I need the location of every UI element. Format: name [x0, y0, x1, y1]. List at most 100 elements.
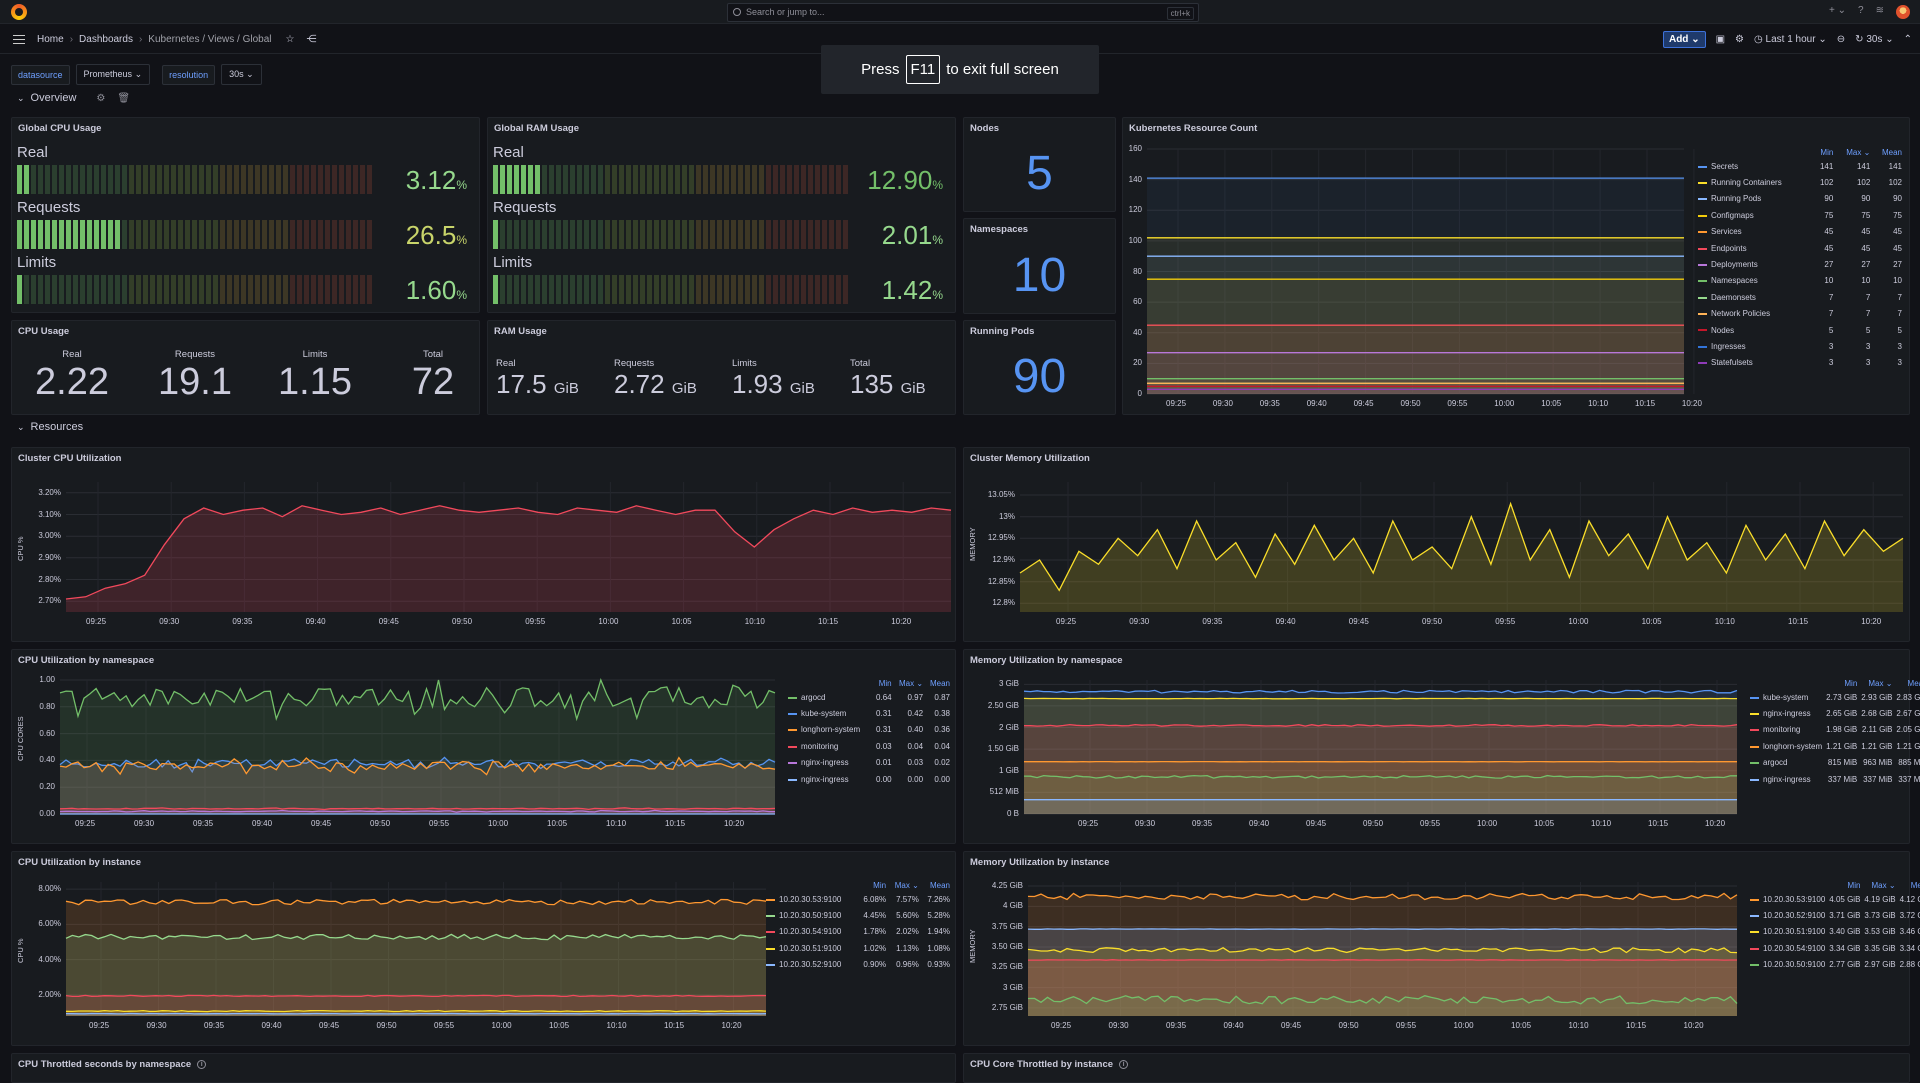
legend-header-mean[interactable]: Mean: [1872, 146, 1904, 158]
bargauge-cell: [297, 275, 302, 304]
legend-header-name: [1746, 879, 1827, 891]
add-button[interactable]: Add ⌄: [1663, 31, 1706, 48]
legend-header-max[interactable]: Max ⌄: [1859, 677, 1894, 689]
legend-header-min[interactable]: Min: [872, 677, 894, 689]
legend-series-name: Configmaps: [1711, 211, 1754, 220]
info-icon[interactable]: i: [1119, 1060, 1128, 1069]
menu-icon[interactable]: [13, 35, 25, 44]
row-header-overview[interactable]: ⌄Overview ⚙ 🗑: [17, 92, 130, 104]
share-icon[interactable]: ⋲: [306, 34, 316, 45]
bargauge-cell: [108, 165, 113, 194]
legend-header-min[interactable]: Min: [1812, 146, 1835, 158]
legend-header-min[interactable]: Min: [857, 879, 888, 891]
legend-series: 10.20.30.54:9100: [1746, 940, 1827, 956]
bargauge-cell: [101, 275, 106, 304]
save-icon[interactable]: ▣: [1716, 34, 1725, 45]
collapse-chevron-up-icon[interactable]: ⌃: [1904, 34, 1912, 45]
row-settings-gear-icon[interactable]: ⚙: [96, 93, 105, 104]
grafana-logo-icon[interactable]: [11, 4, 27, 20]
avatar[interactable]: [1896, 5, 1910, 19]
search-input[interactable]: Search or jump to... ctrl+k: [727, 3, 1199, 22]
help-icon[interactable]: ?: [1858, 5, 1864, 19]
legend-header-mean[interactable]: Mean: [925, 677, 952, 689]
bargauge-cell: [192, 165, 197, 194]
rss-icon[interactable]: ≋: [1876, 5, 1884, 19]
legend-header-min[interactable]: Min: [1824, 677, 1859, 689]
x-tick-label: 09:45: [1281, 1021, 1301, 1030]
bargauge-cell: [815, 165, 820, 194]
x-tick-label: 09:30: [1129, 617, 1149, 626]
variable-select-resolution[interactable]: 30s ⌄: [221, 64, 262, 85]
legend-header-max[interactable]: Max ⌄: [894, 677, 925, 689]
legend-min: 102: [1812, 174, 1835, 190]
legend-swatch-icon: [766, 931, 775, 933]
star-icon[interactable]: ☆: [286, 34, 295, 45]
legend-header-mean[interactable]: Mean: [1894, 677, 1920, 689]
settings-gear-icon[interactable]: ⚙: [1735, 34, 1744, 45]
bargauge-cell: [731, 220, 736, 249]
zoom-out-icon[interactable]: ⊖: [1837, 34, 1845, 45]
legend-header-max[interactable]: Max ⌄: [888, 879, 921, 891]
bargauge-cell: [787, 275, 792, 304]
breadcrumb-home[interactable]: Home: [37, 34, 64, 45]
time-range-picker[interactable]: ◷ Last 1 hour ⌄: [1754, 34, 1827, 45]
legend-header-mean[interactable]: Mean: [1898, 879, 1920, 891]
legend-swatch-icon: [1698, 248, 1707, 250]
x-tick-label: 09:50: [452, 617, 472, 626]
bargauge-cell: [276, 220, 281, 249]
bargauge-cell: [654, 165, 659, 194]
breadcrumb-dashboards[interactable]: Dashboards: [79, 34, 133, 45]
legend-series-name: 10.20.30.51:9100: [1763, 927, 1825, 936]
info-icon[interactable]: i: [197, 1060, 206, 1069]
legend-header-mean[interactable]: Mean: [921, 879, 952, 891]
bargauge-cell: [794, 165, 799, 194]
variable-select-datasource[interactable]: Prometheus ⌄: [76, 64, 151, 85]
bargauge-cell: [717, 165, 722, 194]
legend-header-max[interactable]: Max ⌄: [1835, 146, 1872, 158]
bargauge-cell: [689, 220, 694, 249]
new-menu-button[interactable]: + ⌄: [1829, 5, 1846, 19]
refresh-picker[interactable]: ↻ 30s ⌄: [1855, 34, 1893, 45]
row-delete-trash-icon[interactable]: 🗑: [117, 93, 130, 104]
row-header-resources[interactable]: ⌄Resources: [17, 421, 83, 433]
legend-header-max[interactable]: Max ⌄: [1862, 879, 1897, 891]
legend-header-min[interactable]: Min: [1827, 879, 1862, 891]
